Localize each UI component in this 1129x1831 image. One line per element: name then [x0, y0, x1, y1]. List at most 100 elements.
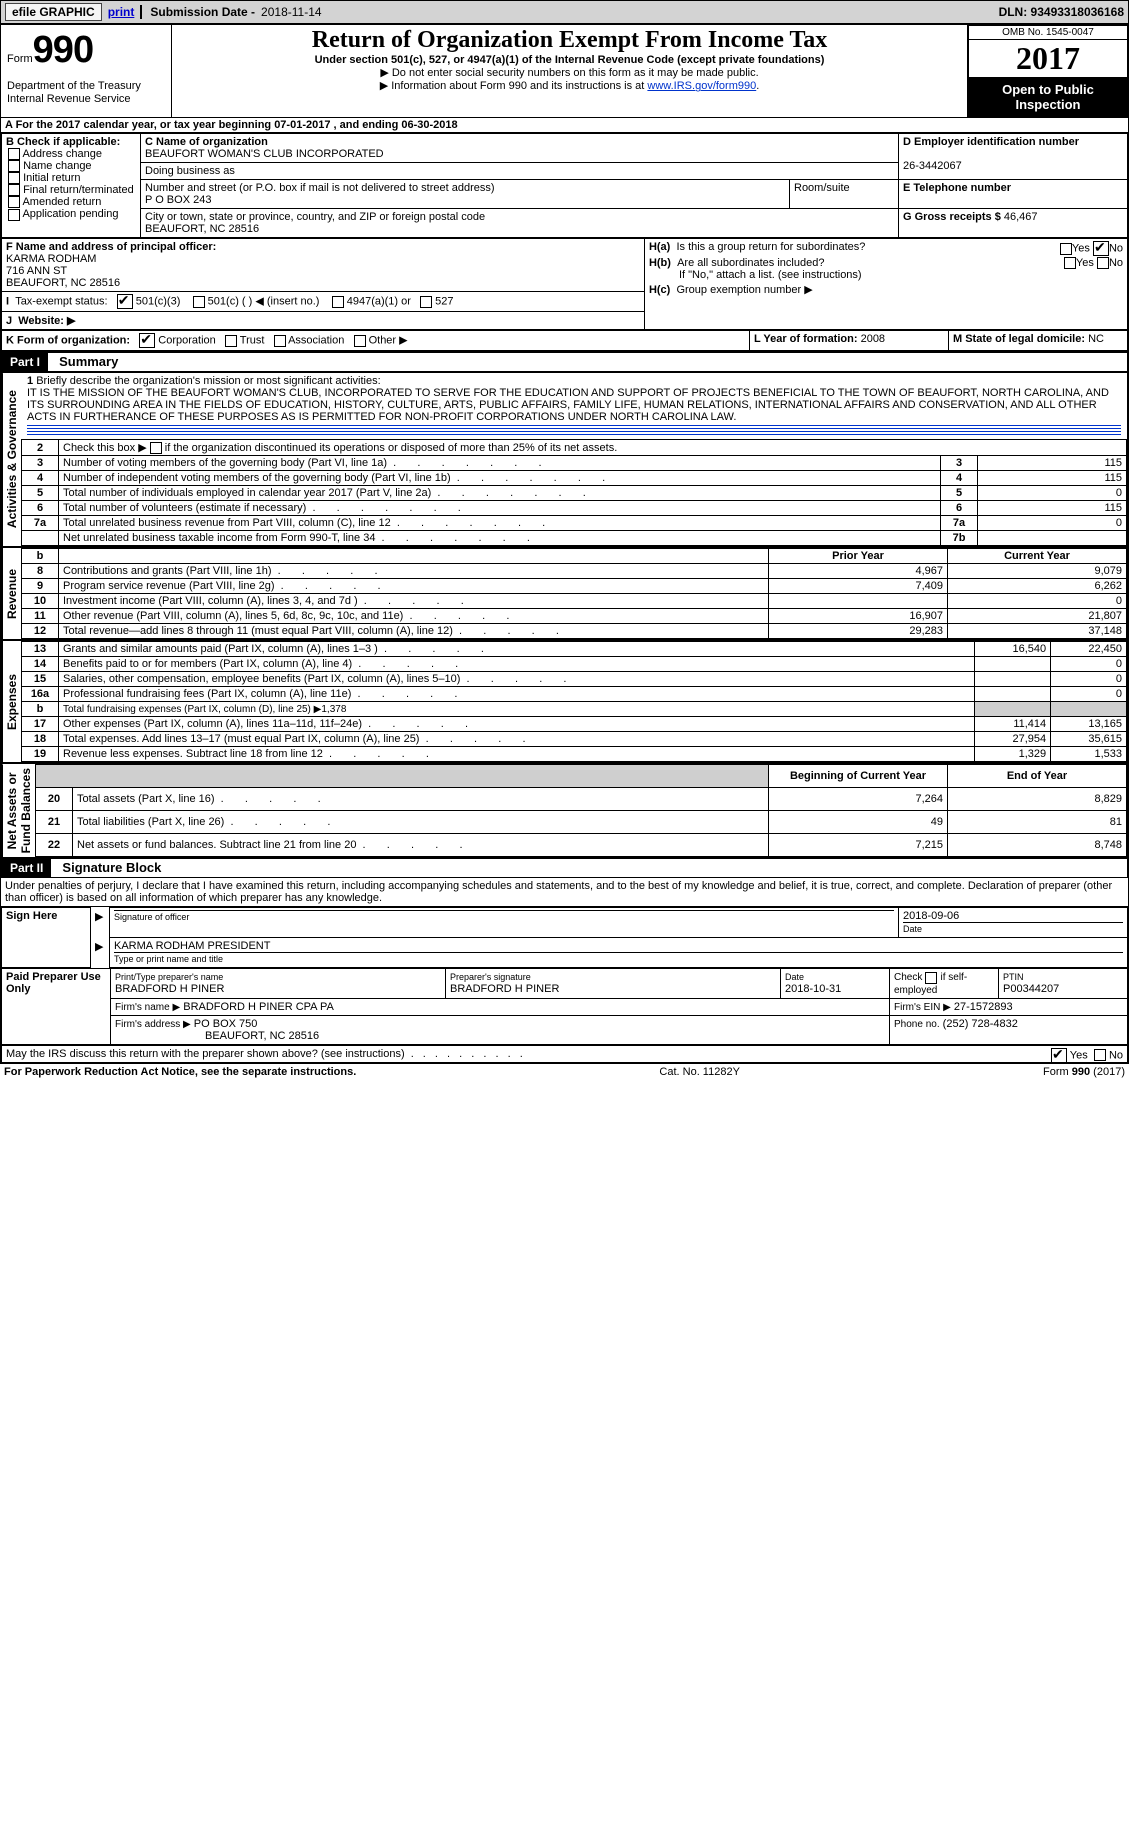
- line-text: Total number of individuals employed in …: [59, 486, 941, 501]
- table-row: 3Number of voting members of the governi…: [22, 456, 1127, 471]
- hb-yes[interactable]: [1064, 257, 1076, 269]
- ha-no[interactable]: [1093, 241, 1109, 256]
- cb-initial-return[interactable]: [8, 172, 20, 184]
- table-row: 15Salaries, other compensation, employee…: [22, 672, 1127, 687]
- header-mid: Return of Organization Exempt From Incom…: [172, 25, 968, 117]
- line-num: 5: [22, 486, 59, 501]
- street-cell: Number and street (or P.O. box if mail i…: [141, 180, 790, 209]
- cb-corp[interactable]: [139, 333, 155, 348]
- box-m: M State of legal domicile: NC: [949, 331, 1128, 351]
- box-k: K Form of organization: Corporation Trus…: [2, 331, 750, 351]
- fh-grid: F Name and address of principal officer:…: [1, 238, 1128, 330]
- part1-header: Part I Summary: [1, 351, 1128, 372]
- table-row: 22Net assets or fund balances. Subtract …: [36, 834, 1127, 857]
- cb-address-change[interactable]: [8, 148, 20, 160]
- expense-lines: 13Grants and similar amounts paid (Part …: [21, 641, 1127, 762]
- table-row: 5Total number of individuals employed in…: [22, 486, 1127, 501]
- cb-name-change[interactable]: [8, 160, 20, 172]
- perjury-decl: Under penalties of perjury, I declare th…: [1, 878, 1128, 907]
- cb-amended[interactable]: [8, 196, 20, 208]
- mission-block: 1 Briefly describe the organization's mi…: [21, 373, 1127, 439]
- cb-self-employed[interactable]: [925, 972, 937, 984]
- website-row: J Website: ▶: [2, 312, 645, 330]
- tax-year: 2017: [969, 40, 1127, 78]
- cb-final-return[interactable]: [8, 184, 20, 196]
- line-num: 3: [22, 456, 59, 471]
- revenue-lines: bPrior YearCurrent Year 8Contributions a…: [21, 548, 1127, 639]
- dln: DLN: 93493318036168: [999, 5, 1124, 19]
- line-num: 4: [22, 471, 59, 486]
- klm-row: K Form of organization: Corporation Trus…: [1, 330, 1128, 351]
- table-row: 8Contributions and grants (Part VIII, li…: [22, 564, 1127, 579]
- cb-trust[interactable]: [225, 335, 237, 347]
- table-row: 6Total number of volunteers (estimate if…: [22, 501, 1127, 516]
- dba: Doing business as: [141, 163, 899, 180]
- line-text: Total number of volunteers (estimate if …: [59, 501, 941, 516]
- table-row: Net unrelated business taxable income fr…: [22, 531, 1127, 546]
- form-word: Form: [7, 53, 33, 65]
- may-yes[interactable]: [1051, 1048, 1067, 1063]
- box-l: L Year of formation: 2008: [750, 331, 949, 351]
- org-name: BEAUFORT WOMAN'S CLUB INCORPORATED: [145, 148, 384, 160]
- omb-number: OMB No. 1545-0047: [969, 26, 1127, 40]
- table-row: 16aProfessional fundraising fees (Part I…: [22, 687, 1127, 702]
- table-row: 20Total assets (Part X, line 16) . . . .…: [36, 788, 1127, 811]
- form-note1: ▶ Do not enter social security numbers o…: [178, 67, 961, 80]
- line-text: Number of voting members of the governin…: [59, 456, 941, 471]
- city-cell: City or town, state or province, country…: [141, 209, 899, 238]
- efile-link[interactable]: efile GRAPHIC: [5, 3, 102, 21]
- table-row: 12Total revenue—add lines 8 through 11 (…: [22, 624, 1127, 639]
- box-e: E Telephone number: [899, 180, 1128, 209]
- table-row: bTotal fundraising expenses (Part IX, co…: [22, 702, 1127, 717]
- cb-501c3[interactable]: [117, 294, 133, 309]
- net-lines: Beginning of Current YearEnd of Year 20T…: [35, 764, 1127, 857]
- form-container: Form990 Department of the Treasury Inter…: [0, 24, 1129, 1064]
- cb-assoc[interactable]: [274, 335, 286, 347]
- tax-exempt: I Tax-exempt status: 501(c)(3) 501(c) ( …: [2, 292, 645, 312]
- table-row: 18Total expenses. Add lines 13–17 (must …: [22, 732, 1127, 747]
- table-row: 2Check this box ▶ if the organization di…: [22, 440, 1127, 456]
- cb-other[interactable]: [354, 335, 366, 347]
- table-row: 11Other revenue (Part VIII, column (A), …: [22, 609, 1127, 624]
- box-c-name: C Name of organization BEAUFORT WOMAN'S …: [141, 134, 899, 163]
- room-suite: Room/suite: [790, 180, 899, 209]
- line-num: 7a: [22, 516, 59, 531]
- hb-no[interactable]: [1097, 257, 1109, 269]
- cb-app-pending[interactable]: [8, 209, 20, 221]
- line-num: [22, 531, 59, 546]
- cb-501c[interactable]: [193, 296, 205, 308]
- box-g: G Gross receipts $ 46,467: [899, 209, 1128, 238]
- form-subtitle: Under section 501(c), 527, or 4947(a)(1)…: [178, 54, 961, 67]
- may-no[interactable]: [1094, 1049, 1106, 1061]
- print-link[interactable]: print: [108, 5, 135, 19]
- table-row: 19Revenue less expenses. Subtract line 1…: [22, 747, 1127, 762]
- irs-link[interactable]: www.IRS.gov/form990: [647, 80, 756, 92]
- box-f: F Name and address of principal officer:…: [2, 239, 645, 292]
- dept-treasury: Department of the Treasury Internal Reve…: [7, 80, 165, 106]
- form-title: Return of Organization Exempt From Incom…: [178, 27, 961, 54]
- table-row: 13Grants and similar amounts paid (Part …: [22, 642, 1127, 657]
- line-num: 6: [22, 501, 59, 516]
- side-governance: Activities & Governance: [2, 373, 21, 546]
- ha-yes[interactable]: [1060, 243, 1072, 255]
- box-d: D Employer identification number 26-3442…: [899, 134, 1128, 180]
- footer: For Paperwork Reduction Act Notice, see …: [0, 1064, 1129, 1080]
- submission-date: 2018-11-14: [261, 5, 322, 19]
- part2-header: Part II Signature Block: [1, 858, 1128, 878]
- governance-lines: 2Check this box ▶ if the organization di…: [21, 439, 1127, 546]
- cb-4947[interactable]: [332, 296, 344, 308]
- period-a: A For the 2017 calendar year, or tax yea…: [1, 118, 1128, 133]
- paid-preparer: Paid Preparer Use Only Print/Type prepar…: [1, 968, 1128, 1044]
- form-990: 990: [33, 29, 93, 71]
- table-row: 7aTotal unrelated business revenue from …: [22, 516, 1127, 531]
- cb-527[interactable]: [420, 296, 432, 308]
- side-net: Net Assets or Fund Balances: [2, 764, 35, 857]
- table-row: 17Other expenses (Part IX, column (A), l…: [22, 717, 1127, 732]
- header-right: OMB No. 1545-0047 2017 Open to Public In…: [968, 25, 1128, 117]
- sign-here: Sign Here ▶ Signature of officer 2018-09…: [1, 907, 1128, 968]
- table-row: 14Benefits paid to or for members (Part …: [22, 657, 1127, 672]
- box-h: H(a) Is this a group return for subordin…: [644, 239, 1127, 330]
- may-discuss: May the IRS discuss this return with the…: [1, 1045, 1128, 1063]
- line-text: Total unrelated business revenue from Pa…: [59, 516, 941, 531]
- identity-grid: B Check if applicable: Address change Na…: [1, 133, 1128, 238]
